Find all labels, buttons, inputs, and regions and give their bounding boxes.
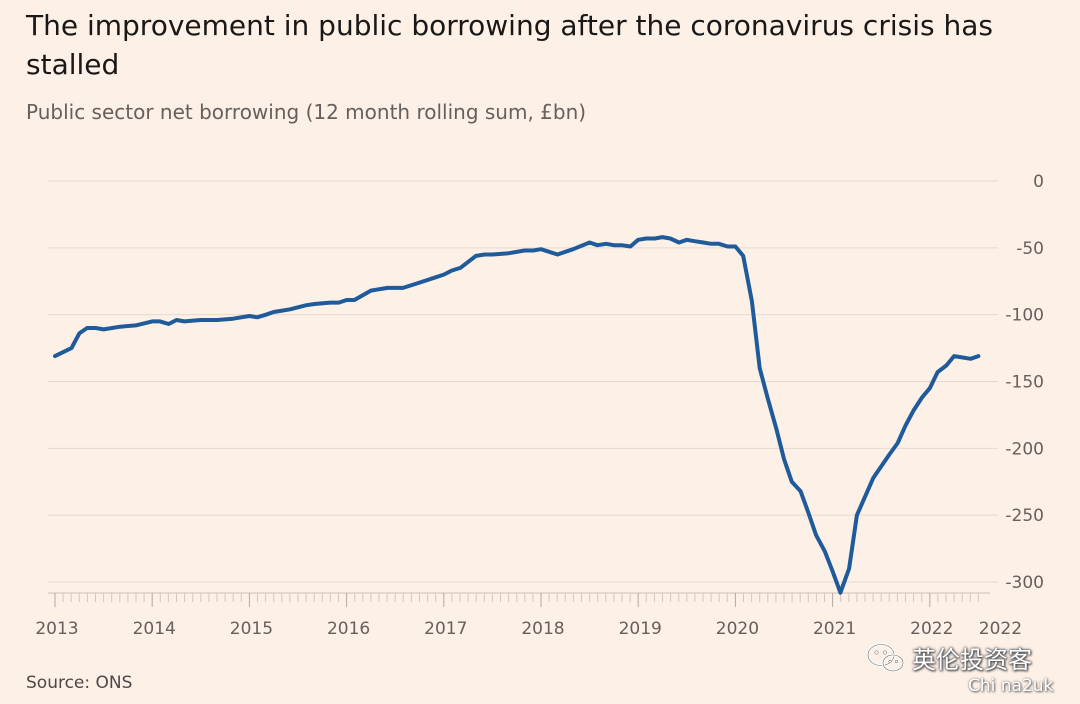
y-tick-label: -150 [1005,373,1044,393]
chart-subtitle: Public sector net borrowing (12 month ro… [26,100,587,124]
y-tick-label: -100 [1005,306,1044,326]
wechat-icon [866,642,905,672]
x-tick-label: 2022 [910,619,953,639]
x-tick-label: 2021 [813,619,856,639]
watermark: 英伦投资客 [866,640,1032,675]
y-tick-label: 0 [1033,172,1044,192]
y-tick-label: -300 [1005,573,1044,593]
x-tick-label: 2013 [35,619,78,639]
watermark-subtext: Chi na2uk [968,676,1054,696]
watermark-text: 英伦投资客 [912,646,1032,674]
x-tick-label: 2022 [979,619,1022,639]
y-tick-label: -50 [1016,239,1044,259]
x-tick-label: 2020 [716,619,759,639]
x-tick-label: 2018 [521,619,564,639]
x-tick-label: 2014 [133,619,176,639]
source-note: Source: ONS [26,673,133,693]
y-tick-label: -200 [1005,439,1044,459]
x-tick-label: 2017 [424,619,467,639]
y-tick-label: -250 [1005,506,1044,526]
x-tick-label: 2015 [230,619,273,639]
series-line [53,235,981,595]
x-tick-label: 2016 [327,619,370,639]
chart-title: The improvement in public borrowing afte… [26,9,993,81]
x-tick-label: 2019 [619,619,662,639]
